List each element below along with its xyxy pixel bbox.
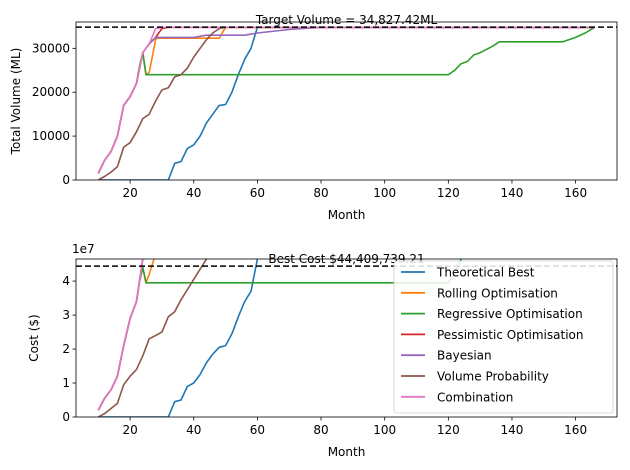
- legend-label-rolling: Rolling Optimisation: [437, 286, 558, 300]
- cost-x-tick-label: 160: [564, 423, 587, 437]
- cost-y-tick-label: 4: [62, 274, 70, 288]
- legend-label-combination: Combination: [437, 390, 513, 404]
- volume-x-tick-label: 80: [313, 186, 328, 200]
- cost-series-combination: [97, 259, 144, 411]
- cost-axes-frame: [75, 258, 618, 418]
- cost-y-tick-label: 1: [62, 376, 70, 390]
- legend-label-volume-probability: Volume Probability: [437, 370, 549, 384]
- volume-x-tick-label: 140: [501, 186, 524, 200]
- cost-x-tick-label: 140: [501, 423, 524, 437]
- volume-series-combination: [97, 26, 595, 174]
- target-volume-annotation: Target Volume = 34,827.42ML: [255, 13, 438, 27]
- cost-chart: Best Cost $44,409,739.21 20 40 60 80 100 120 1…: [27, 242, 618, 459]
- volume-x-tick-label: 60: [250, 186, 265, 200]
- cost-y-tick-label: 0: [62, 410, 70, 424]
- legend-label-theoretical-best: Theoretical Best: [436, 266, 535, 280]
- legend-label-pessimistic: Pessimistic Optimisation: [437, 328, 583, 342]
- volume-y-ticks: 0 10000 20000 30000: [32, 41, 76, 187]
- legend-label-bayesian: Bayesian: [437, 349, 492, 363]
- cost-y-offset-label: 1e7: [72, 242, 95, 256]
- cost-x-tick-label: 60: [250, 423, 265, 437]
- cost-x-axis-label: Month: [328, 445, 366, 459]
- volume-x-tick-label: 120: [437, 186, 460, 200]
- cost-x-tick-label: 40: [186, 423, 201, 437]
- legend-label-regressive: Regressive Optimisation: [437, 307, 583, 321]
- volume-x-tick-label: 40: [186, 186, 201, 200]
- cost-x-tick-label: 80: [313, 423, 328, 437]
- volume-x-tick-label: 20: [122, 186, 137, 200]
- cost-x-tick-label: 100: [373, 423, 396, 437]
- legend-box: [393, 260, 614, 414]
- volume-x-ticks: 20 40 60 80 100 120 140 160: [122, 180, 587, 200]
- volume-x-axis-label: Month: [328, 208, 366, 222]
- volume-y-tick-label: 30000: [32, 41, 70, 55]
- cost-series-theoretical-best: [98, 259, 259, 417]
- volume-axes-frame: [75, 21, 618, 181]
- cost-x-tick-label: 20: [122, 423, 137, 437]
- volume-series-theoretical-best: [98, 26, 595, 180]
- volume-series-group: [97, 26, 596, 180]
- volume-y-axis-label: Total Volume (ML): [9, 48, 23, 156]
- legend: Theoretical Best Rolling Optimisation Regr…: [393, 260, 614, 414]
- cost-x-ticks: 20 40 60 80 100 120 140 160: [122, 417, 587, 437]
- cost-series-volume-probability: [97, 259, 208, 417]
- volume-chart: Target Volume = 34,827.42ML 20 40 60 80 100 1…: [9, 13, 618, 222]
- volume-y-tick-label: 0: [62, 173, 70, 187]
- volume-y-tick-label: 10000: [32, 129, 70, 143]
- volume-x-tick-label: 160: [564, 186, 587, 200]
- cost-y-tick-label: 2: [62, 342, 70, 356]
- volume-x-tick-label: 100: [373, 186, 396, 200]
- volume-y-tick-label: 20000: [32, 85, 70, 99]
- cost-y-ticks: 0 1 2 3 4: [62, 274, 76, 424]
- cost-y-tick-label: 3: [62, 308, 70, 322]
- cost-x-tick-label: 120: [437, 423, 460, 437]
- cost-y-axis-label: Cost ($): [27, 314, 41, 362]
- volume-series-volume-probability: [97, 26, 595, 180]
